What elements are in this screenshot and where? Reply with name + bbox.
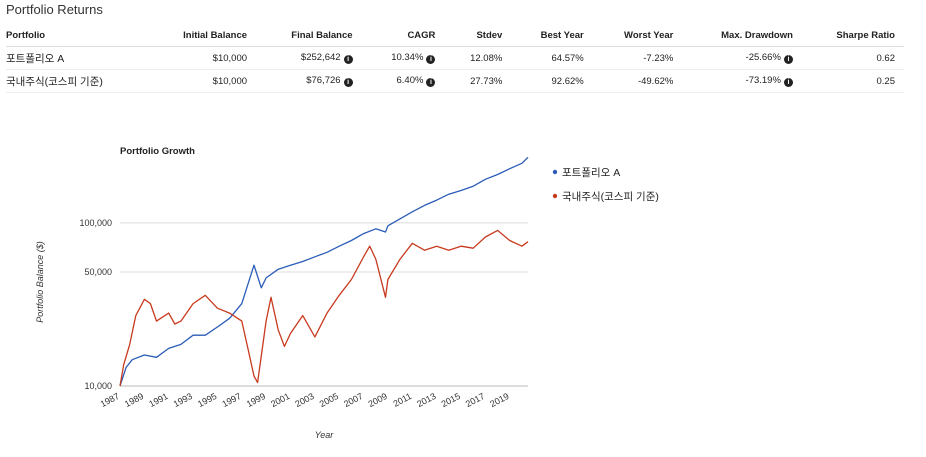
y-tick-label: 100,000 — [79, 218, 112, 228]
legend-marker — [552, 169, 558, 175]
info-circle-icon[interactable]: i — [426, 78, 436, 87]
cell-initial-balance: $10,000 — [146, 69, 257, 93]
cell-value: -25.66% — [745, 52, 781, 63]
cell-final-balance: $252,642 i — [256, 46, 362, 70]
cell-sharpe-ratio: 0.25 — [801, 69, 904, 93]
x-tick-label: 2011 — [391, 391, 413, 409]
info-circle-icon[interactable]: i — [343, 55, 353, 64]
x-axis-title: Year — [315, 430, 335, 440]
x-tick-label: 1995 — [196, 391, 218, 409]
cell-value: $76,726 — [306, 75, 341, 86]
cell-sharpe-ratio: 0.62 — [801, 46, 904, 70]
cell-best-year: 92.62% — [511, 69, 593, 93]
cell-worst-year: -7.23% — [592, 46, 683, 70]
cell-worst-year: -49.62% — [592, 69, 683, 93]
cell-cagr: 6.40% i — [361, 69, 445, 93]
page-title: Portfolio Returns — [6, 2, 103, 17]
x-tick-label: 2013 — [415, 391, 437, 409]
y-tick-label: 10,000 — [84, 381, 112, 391]
x-tick-label: 2017 — [464, 391, 486, 409]
cell-value: $252,642 — [300, 52, 341, 63]
cell-value: -73.19% — [745, 75, 781, 86]
info-circle-icon[interactable]: i — [783, 78, 793, 87]
cell-max-drawdown: -73.19% i — [682, 69, 802, 93]
cell-stdev: 12.08% — [444, 46, 512, 70]
col-header-initial-balance[interactable]: Initial Balance — [146, 24, 257, 47]
table-header-row: Portfolio Initial Balance Final Balance … — [6, 24, 904, 47]
chart-legend: 포트폴리오 A 국내주식(코스피 기준) — [552, 167, 659, 203]
x-tick-label: 1993 — [172, 391, 194, 409]
chart-title: Portfolio Growth — [120, 146, 195, 157]
cell-max-drawdown: -25.66% i — [682, 46, 802, 70]
x-tick-label: 1999 — [245, 391, 267, 409]
col-header-sharpe-ratio[interactable]: Sharpe Ratio — [801, 24, 904, 47]
x-tick-label: 1989 — [123, 391, 145, 409]
cell-value: 6.40% — [396, 75, 424, 86]
x-tick-label: 2015 — [440, 391, 462, 409]
table-row: 국내주식(코스피 기준) $10,000 $76,726 i 6.40% i 27.… — [6, 69, 904, 93]
x-tick-label: 2001 — [269, 391, 291, 409]
y-tick-label: 50,000 — [84, 267, 112, 277]
x-tick-label: 1997 — [220, 391, 242, 409]
x-tick-label: 2005 — [318, 391, 340, 409]
portfolio-returns-table: Portfolio Initial Balance Final Balance … — [6, 24, 904, 93]
col-header-portfolio[interactable]: Portfolio — [6, 24, 147, 47]
x-tick-label: 2019 — [488, 391, 510, 409]
col-header-best-year[interactable]: Best Year — [511, 24, 593, 47]
table-row: 포트폴리오 A $10,000 $252,642 i 10.34% i 12.08%… — [6, 46, 904, 70]
col-header-cagr[interactable]: CAGR — [361, 24, 445, 47]
cell-final-balance: $76,726 i — [256, 69, 362, 93]
col-header-max-drawdown[interactable]: Max. Drawdown — [682, 24, 802, 47]
y-axis-ticks: 10,000 50,000 100,000 — [79, 218, 112, 391]
legend-label: 포트폴리오 A — [562, 167, 620, 179]
x-tick-label: 2009 — [366, 391, 388, 409]
series-line-2 — [119, 229, 529, 387]
y-axis-title: Portfolio Balance ($) — [35, 241, 45, 323]
cell-value: 10.34% — [391, 52, 424, 63]
cell-stdev: 27.73% — [444, 69, 512, 93]
legend-marker — [552, 193, 558, 199]
cell-cagr: 10.34% i — [361, 46, 445, 70]
info-circle-icon[interactable]: i — [426, 55, 436, 64]
cell-best-year: 64.57% — [511, 46, 593, 70]
chart-series-lines — [119, 156, 529, 387]
chart-gridlines — [120, 222, 528, 387]
cell-initial-balance: $10,000 — [146, 46, 257, 70]
series-line-1 — [119, 156, 529, 387]
x-tick-label: 1991 — [147, 391, 169, 409]
col-header-worst-year[interactable]: Worst Year — [592, 24, 683, 47]
x-tick-label: 1987 — [99, 391, 121, 409]
info-circle-icon[interactable]: i — [343, 78, 353, 87]
x-tick-label: 2007 — [342, 391, 364, 409]
x-axis-ticks: 1987 1989 1991 1993 1995 1997 1999 2001 2003 2005… — [99, 391, 511, 409]
info-circle-icon[interactable]: i — [783, 55, 793, 64]
cell-portfolio-name: 포트폴리오 A — [6, 46, 147, 70]
col-header-final-balance[interactable]: Final Balance — [256, 24, 362, 47]
cell-portfolio-name: 국내주식(코스피 기준) — [6, 69, 147, 93]
x-tick-label: 2003 — [293, 391, 315, 409]
col-header-stdev[interactable]: Stdev — [444, 24, 512, 47]
legend-label: 국내주식(코스피 기준) — [562, 191, 659, 203]
